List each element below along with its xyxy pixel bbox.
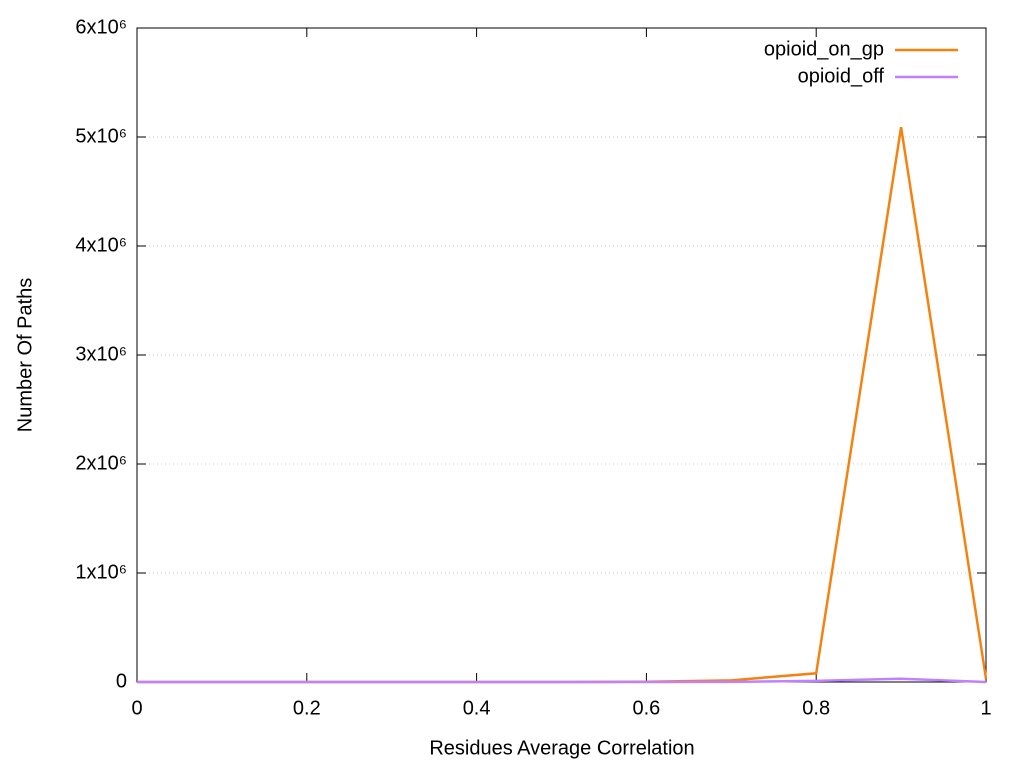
x-tick-label: 0.6 bbox=[632, 697, 660, 719]
x-tick-label: 1 bbox=[980, 697, 991, 719]
y-axis-label: Number Of Paths bbox=[14, 278, 36, 433]
legend-label: opioid_on_gp bbox=[764, 38, 884, 60]
x-tick-label: 0 bbox=[131, 697, 142, 719]
x-tick-label: 0.2 bbox=[293, 697, 321, 719]
y-tick-label: 0 bbox=[116, 670, 127, 692]
y-tick-label: 5x10⁶ bbox=[75, 125, 127, 147]
x-tick-label: 0.8 bbox=[802, 697, 830, 719]
x-axis-label: Residues Average Correlation bbox=[429, 737, 694, 759]
y-tick-label: 1x10⁶ bbox=[75, 561, 127, 583]
y-tick-label: 6x10⁶ bbox=[75, 16, 127, 38]
series-line bbox=[137, 677, 987, 684]
legend-label: opioid_off bbox=[798, 65, 885, 87]
y-tick-label: 2x10⁶ bbox=[75, 452, 127, 474]
series-line bbox=[137, 126, 988, 684]
y-tick-label: 3x10⁶ bbox=[75, 343, 127, 365]
x-tick-label: 0.4 bbox=[463, 697, 491, 719]
y-tick-label: 4x10⁶ bbox=[75, 234, 127, 256]
